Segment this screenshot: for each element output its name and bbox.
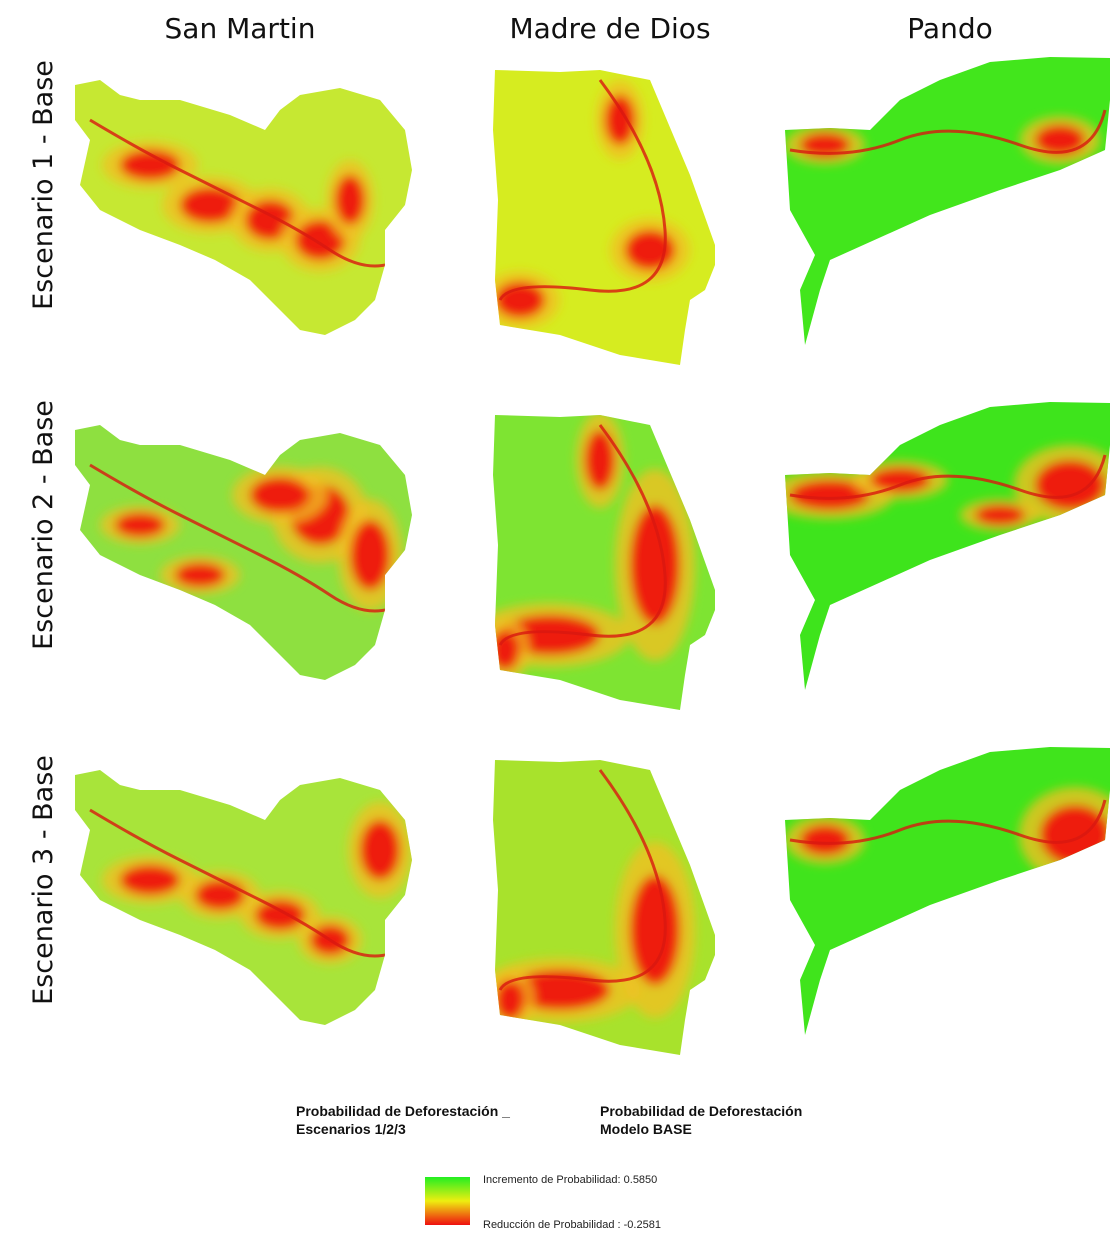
figure: San Martin Madre de Dios Pando Escenario… — [0, 0, 1120, 1238]
column-title: Pando — [907, 12, 992, 45]
map-hotspot — [1035, 460, 1105, 510]
row-label: Escenario 3 - Base — [28, 755, 59, 1005]
column-title: San Martin — [165, 12, 316, 45]
row-labels: Escenario 1 - Base Escenario 2 - Base Es… — [28, 60, 59, 1005]
map-hotspot — [350, 520, 390, 590]
map-hotspot — [120, 865, 180, 895]
map-hotspot — [495, 980, 525, 1020]
map-hotspot — [195, 880, 245, 910]
map-hotspot — [605, 95, 635, 145]
map-hotspot — [975, 505, 1025, 525]
map-hotspot — [255, 900, 305, 930]
legend-title: Probabilidad de Deforestación _ — [296, 1103, 510, 1119]
legend-label: Incremento de Probabilidad: 0.5850 — [483, 1174, 657, 1186]
map-hotspot — [360, 820, 400, 880]
legend-title: Escenarios 1/2/3 — [296, 1121, 406, 1137]
legend-color-ramp — [425, 1177, 470, 1225]
map-hotspot — [335, 175, 365, 225]
row-label: Escenario 1 - Base — [28, 60, 59, 310]
map-hotspot — [115, 513, 165, 537]
map-grid — [60, 50, 1120, 1060]
map-hotspot — [800, 825, 850, 855]
row-label: Escenario 2 - Base — [28, 400, 59, 650]
legend-title: Modelo BASE — [600, 1121, 692, 1137]
column-title: Madre de Dios — [509, 12, 710, 45]
legend-title: Probabilidad de Deforestación — [600, 1103, 802, 1119]
legend-label: Reducción de Probabilidad : -0.2581 — [483, 1219, 661, 1231]
map-hotspot — [625, 230, 675, 270]
map-hotspot — [250, 477, 310, 513]
column-titles: San Martin Madre de Dios Pando — [165, 12, 993, 45]
map-hotspot — [175, 563, 225, 587]
map-hotspot — [630, 875, 680, 985]
legend: Probabilidad de Deforestación _ Escenari… — [296, 1103, 802, 1231]
